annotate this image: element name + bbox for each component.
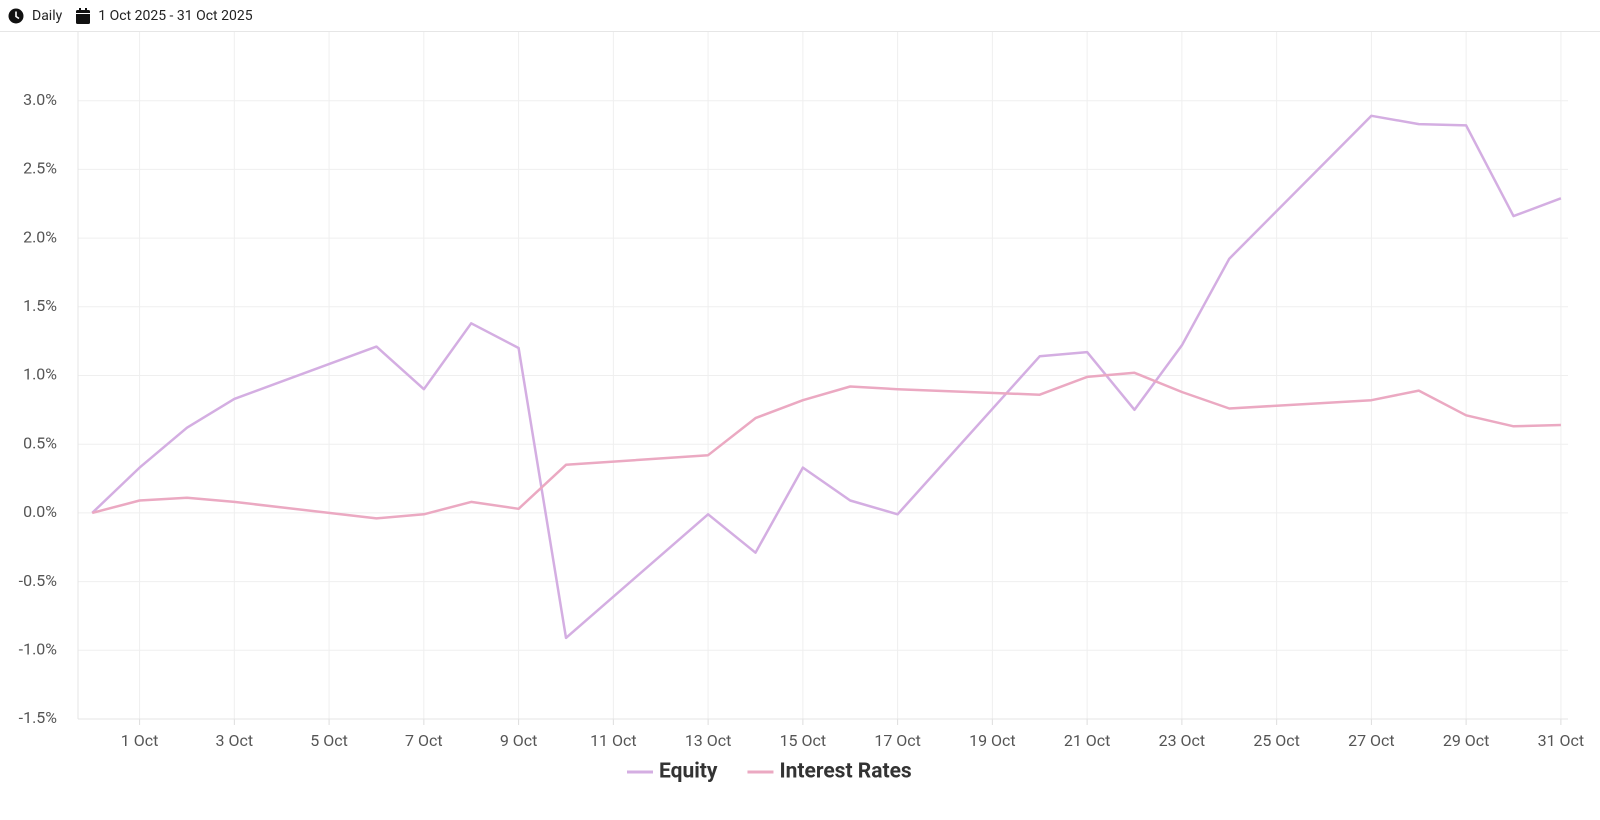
interval-selector[interactable]: Daily: [8, 8, 62, 24]
interval: Daily: [32, 7, 63, 24]
x-tick-label: 13 Oct: [685, 731, 732, 750]
series-line: [91, 114, 1562, 640]
legend-label: Equity: [659, 760, 718, 784]
x-tick-label: 7 Oct: [405, 731, 443, 750]
x-tick-label: 3 Oct: [216, 731, 254, 750]
series-line: [91, 371, 1561, 520]
legend-label: Interest Rates: [779, 760, 911, 784]
y-tick-label: 2.5%: [23, 159, 57, 178]
x-tick-label: 29 Oct: [1443, 731, 1490, 750]
y-tick-label: 2.0%: [23, 227, 57, 246]
x-tick-label: 11 Oct: [590, 731, 637, 750]
calendar-icon: [76, 7, 91, 24]
y-tick-label: 1.5%: [23, 296, 57, 315]
x-tick-label: 15 Oct: [780, 731, 827, 750]
x-tick-label: 23 Oct: [1159, 731, 1206, 750]
date-range-selector[interactable]: 1 Oct 2025 - 31 Oct 2025: [76, 7, 253, 24]
x-tick-label: 19 Oct: [969, 731, 1016, 750]
y-tick-label: 1.0%: [23, 365, 57, 384]
y-tick-label: -1.0%: [19, 640, 58, 659]
x-tick-label: 21 Oct: [1064, 731, 1111, 750]
x-tick-label: 31 Oct: [1538, 731, 1585, 750]
date-range: 1 Oct 2025 - 31 Oct 2025: [98, 7, 253, 24]
x-tick-label: 1 Oct: [121, 731, 159, 750]
x-tick-label: 25 Oct: [1253, 731, 1300, 750]
x-tick-label: 5 Oct: [310, 731, 348, 750]
y-tick-label: 0.0%: [23, 502, 57, 521]
x-tick-label: 9 Oct: [500, 731, 538, 750]
y-tick-label: -0.5%: [19, 571, 58, 590]
clock-icon: [8, 8, 24, 23]
x-tick-label: 27 Oct: [1348, 731, 1395, 750]
x-tick-label: 17 Oct: [874, 731, 921, 750]
toolbar: Daily 1 Oct 2025 - 31 Oct 2025: [0, 0, 1600, 32]
y-tick-label: 3.0%: [23, 90, 57, 109]
y-tick-label: 0.5%: [23, 433, 57, 452]
y-tick-label: -1.5%: [19, 708, 58, 727]
